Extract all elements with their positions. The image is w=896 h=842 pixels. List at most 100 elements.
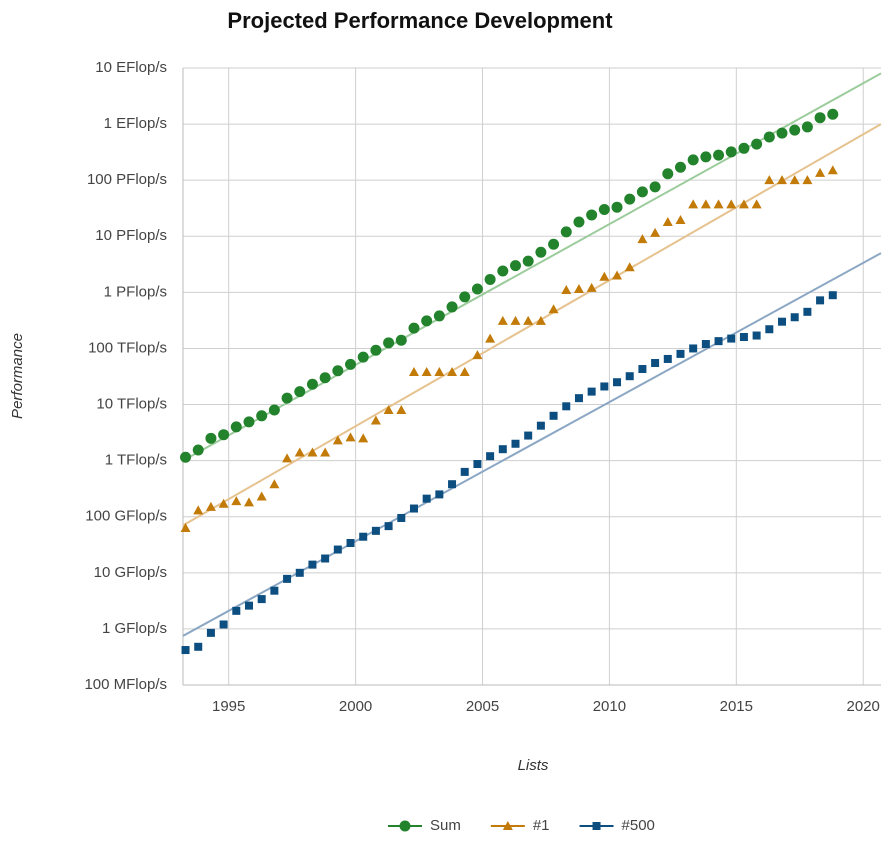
point	[294, 447, 305, 457]
point	[625, 372, 634, 381]
point	[689, 344, 698, 353]
point	[714, 337, 723, 346]
point	[485, 333, 496, 343]
point	[790, 313, 799, 322]
y-tick-label: 100 MFlop/s	[84, 676, 167, 693]
point	[283, 574, 292, 583]
point	[586, 282, 597, 292]
point	[752, 331, 761, 340]
point	[357, 351, 369, 363]
point	[333, 545, 342, 554]
point	[447, 367, 458, 377]
point	[205, 501, 216, 511]
point	[663, 354, 672, 363]
point	[421, 315, 433, 327]
point	[535, 246, 547, 258]
point	[573, 216, 585, 228]
point	[332, 365, 344, 377]
point	[244, 601, 253, 610]
point	[816, 296, 825, 305]
point	[180, 522, 191, 532]
point	[700, 199, 711, 209]
point	[624, 262, 635, 272]
point	[319, 372, 331, 384]
x-tick-label: 2015	[720, 698, 753, 715]
x-tick-label: 2020	[847, 698, 880, 715]
y-tick-label: 100 PFlop/s	[87, 171, 167, 188]
point	[536, 421, 545, 430]
legend-label: #1	[533, 817, 550, 834]
y-tick-label: 1 GFlop/s	[102, 620, 167, 637]
point	[700, 151, 712, 163]
point	[587, 387, 596, 396]
point	[802, 175, 813, 185]
point	[765, 325, 774, 334]
legend-marker	[399, 820, 411, 832]
point	[624, 193, 636, 205]
point	[231, 496, 242, 506]
point	[434, 367, 445, 377]
point	[306, 378, 318, 390]
point	[764, 175, 775, 185]
point	[484, 273, 496, 285]
point	[370, 415, 381, 425]
point	[738, 142, 750, 154]
point	[651, 359, 660, 368]
point	[510, 315, 521, 325]
point	[751, 138, 763, 150]
point	[789, 175, 800, 185]
point	[282, 453, 293, 463]
y-tick-label: 1 TFlop/s	[105, 452, 167, 469]
point	[727, 334, 736, 343]
x-tick-label: 1995	[212, 698, 245, 715]
point	[459, 291, 471, 303]
point	[460, 467, 469, 476]
point	[778, 317, 787, 326]
legend-marker	[502, 821, 513, 830]
legend-label: #500	[622, 817, 655, 834]
point	[268, 404, 280, 416]
point	[358, 433, 369, 443]
point	[359, 532, 368, 541]
point	[598, 204, 610, 216]
point	[803, 307, 812, 316]
point	[676, 349, 685, 358]
point	[701, 340, 710, 349]
point	[776, 127, 788, 139]
point	[675, 215, 686, 225]
point	[523, 315, 534, 325]
point	[269, 479, 280, 489]
point	[383, 404, 394, 414]
point	[181, 646, 190, 655]
point	[218, 429, 230, 441]
point	[256, 491, 267, 501]
point	[471, 283, 483, 295]
point	[384, 522, 393, 531]
point	[548, 238, 560, 250]
point	[713, 149, 725, 161]
point	[674, 161, 686, 173]
point	[396, 404, 407, 414]
point	[827, 165, 838, 175]
point	[524, 431, 533, 440]
point	[801, 121, 813, 133]
point	[345, 432, 356, 442]
point	[257, 595, 266, 604]
point	[789, 124, 801, 136]
point	[498, 445, 507, 454]
point	[763, 131, 775, 143]
point	[751, 199, 762, 209]
point	[307, 447, 318, 457]
legend: Sum #1 #500	[388, 817, 655, 834]
point	[408, 322, 420, 334]
y-axis-title: Performance	[9, 333, 26, 419]
point	[281, 392, 293, 404]
point	[408, 367, 419, 377]
point	[219, 620, 228, 629]
point	[561, 285, 572, 295]
point	[777, 175, 788, 185]
point	[510, 260, 522, 272]
point	[549, 411, 558, 420]
